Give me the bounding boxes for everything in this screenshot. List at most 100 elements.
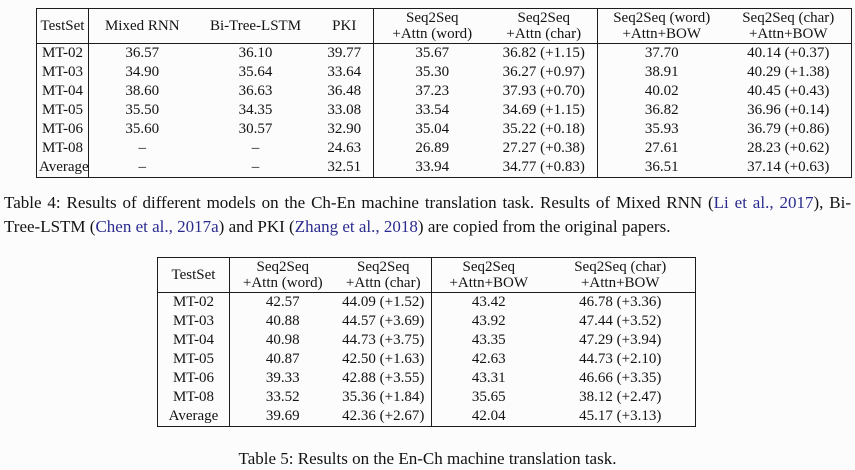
table-cell: MT-06 [157,369,230,388]
table-cell: 36.63 [238,83,273,99]
table-cell: 35.04 [415,121,450,137]
table-cell: 26.89 [415,140,450,156]
col-header-testset: TestSet [157,257,230,293]
table-cell: 39.33 [265,370,300,386]
table-cell: 40.02 [644,83,679,99]
col-header-bi-tree-lstm: Bi-Tree-LSTM [195,8,316,44]
table5-caption: Table 5: Results on the En-Ch machine tr… [238,449,617,468]
table-cell: MT-02 [157,292,230,312]
table-cell: 27.27 (+0.38) [490,139,598,158]
caption-text: ), Bi-Tree-LSTM ( [4,193,851,236]
table-cell: 36.51 [644,159,679,175]
table-cell: 47.44 (+3.52) [579,313,662,329]
header-line: +Attn+BOW [748,26,828,42]
table-header-row: TestSet Mixed RNN Bi-Tree-LSTM PKI Seq2S… [36,8,852,44]
table-cell: 46.66 (+3.35) [579,370,662,386]
table-cell: 36.57 [125,45,160,61]
table-cell: 44.73 (+2.10) [579,351,662,367]
table-cell: – [251,140,260,156]
table4-body: MT-02 36.57 36.10 39.77 35.67 36.82 (+1.15) 37… [36,43,852,178]
header-line: +Attn+BOW [449,275,529,291]
table-cell: 43.31 [471,370,506,386]
col-header-seq2seq-attn-word: Seq2Seq +Attn (word) [229,257,336,293]
header-line: Mixed RNN [104,17,180,34]
table-cell: 35.60 [125,121,160,137]
table-cell: 40.98 [265,332,300,348]
table-cell: 35.22 (+0.18) [490,120,598,139]
table-cell: – [138,159,147,175]
table-cell: 39.69 [265,408,300,424]
table-cell: 43.92 [471,313,506,329]
table-row: MT-04 40.98 44.73 (+3.75) 43.35 47.29 (+3.94… [157,331,696,350]
table-row: Average – – 32.51 33.94 34.77 (+0.83) 36.51 37.… [36,158,852,178]
table-cell: 34.35 [238,102,273,118]
caption-text: ) are copied from the original papers. [417,216,671,236]
table-cell: 33.54 [415,102,450,118]
table-row: MT-04 38.60 36.63 36.48 37.23 37.93 (+0.70) 40… [36,82,852,101]
table-row: Average 39.69 42.36 (+2.67) 42.04 45.17 (+3.… [157,407,696,427]
header-line: Seq2Seq (char) [574,258,667,275]
header-line: Seq2Seq [406,9,459,26]
table-cell: MT-02 [36,43,89,63]
table-cell: 36.82 (+1.15) [490,43,598,63]
table-cell: 37.70 [644,45,679,61]
col-header-mixed-rnn: Mixed RNN [88,8,196,44]
table-cell: 35.67 [415,45,450,61]
citation-link-zhang-2018[interactable]: Zhang et al., 2018 [294,216,418,236]
header-line: TestSet [171,266,216,283]
table-cell: 37.93 (+0.70) [490,82,598,101]
table-cell: 30.57 [238,121,273,137]
col-header-seq2seq-attn-char: Seq2Seq +Attn (char) [490,8,598,44]
table-cell: Average [157,407,230,427]
table-cell: 34.90 [125,64,160,80]
table-cell: 32.51 [315,158,374,178]
table-cell: 36.10 [238,45,273,61]
table-cell: 33.64 [315,63,374,82]
header-line: Seq2Seq [256,258,310,275]
table-cell: 42.50 (+1.63) [335,350,432,369]
header-line: Seq2Seq [462,258,516,275]
table-cell: – [251,159,260,175]
table-cell: MT-05 [157,350,230,369]
table-row: MT-02 36.57 36.10 39.77 35.67 36.82 (+1.15) 37… [36,43,852,63]
table-row: MT-06 39.33 42.88 (+3.55) 43.31 46.66 (+3.35… [157,369,696,388]
table-cell: 37.23 [415,83,450,99]
table-cell: – [138,140,147,156]
citation-link-li-2017[interactable]: Li et al., 2017 [713,193,814,212]
table-cell: MT-04 [157,331,230,350]
header-line: +Attn (char) [506,26,582,42]
table-cell: 40.29 (+1.38) [747,64,830,80]
table-cell: 36.82 [644,102,679,118]
table-cell: 40.14 (+0.37) [747,45,830,61]
table-cell: 34.77 (+0.83) [490,158,598,178]
table-cell: MT-03 [36,63,89,82]
table5-en-ch-results: TestSet Seq2Seq +Attn (word) Seq2Seq +Attn… [157,257,696,427]
caption-text: ) and PKI ( [218,216,295,236]
col-header-seq2seq-word-bow: Seq2Seq (word) +Attn+BOW [597,8,726,44]
table-cell: 42.57 [265,294,300,310]
table-cell: 36.79 (+0.86) [747,121,830,137]
table-cell: 44.57 (+3.69) [335,312,432,331]
table-cell: 35.64 [238,64,273,80]
col-header-seq2seq-char-bow: Seq2Seq (char) +Attn+BOW [545,257,696,293]
table-cell: 40.87 [265,351,300,367]
table-cell: 36.27 (+0.97) [490,63,598,82]
header-line: +Attn (char) [345,275,421,291]
header-line: TestSet [40,17,85,34]
table-row: MT-03 40.88 44.57 (+3.69) 43.92 47.44 (+3.52… [157,312,696,331]
table-cell: 35.65 [471,389,506,405]
table-cell: 36.48 [315,82,374,101]
citation-link-chen-2017a[interactable]: Chen et al., 2017a [95,216,219,236]
table-cell: 35.50 [125,102,160,118]
table-cell: MT-04 [36,82,89,101]
table-cell: 42.36 (+2.67) [335,407,432,427]
col-header-seq2seq-attn-char: Seq2Seq +Attn (char) [335,257,432,293]
table-cell: 40.88 [265,313,300,329]
table4-caption: Table 4: Results of different models on … [4,191,851,238]
header-line: +Attn (word) [392,26,473,42]
table-cell: 39.77 [315,43,374,63]
table-cell: 36.96 (+0.14) [747,102,830,118]
table-cell: 35.30 [415,64,450,80]
table-cell: 37.14 (+0.63) [747,159,830,175]
col-header-seq2seq-bow: Seq2Seq +Attn+BOW [431,257,546,293]
